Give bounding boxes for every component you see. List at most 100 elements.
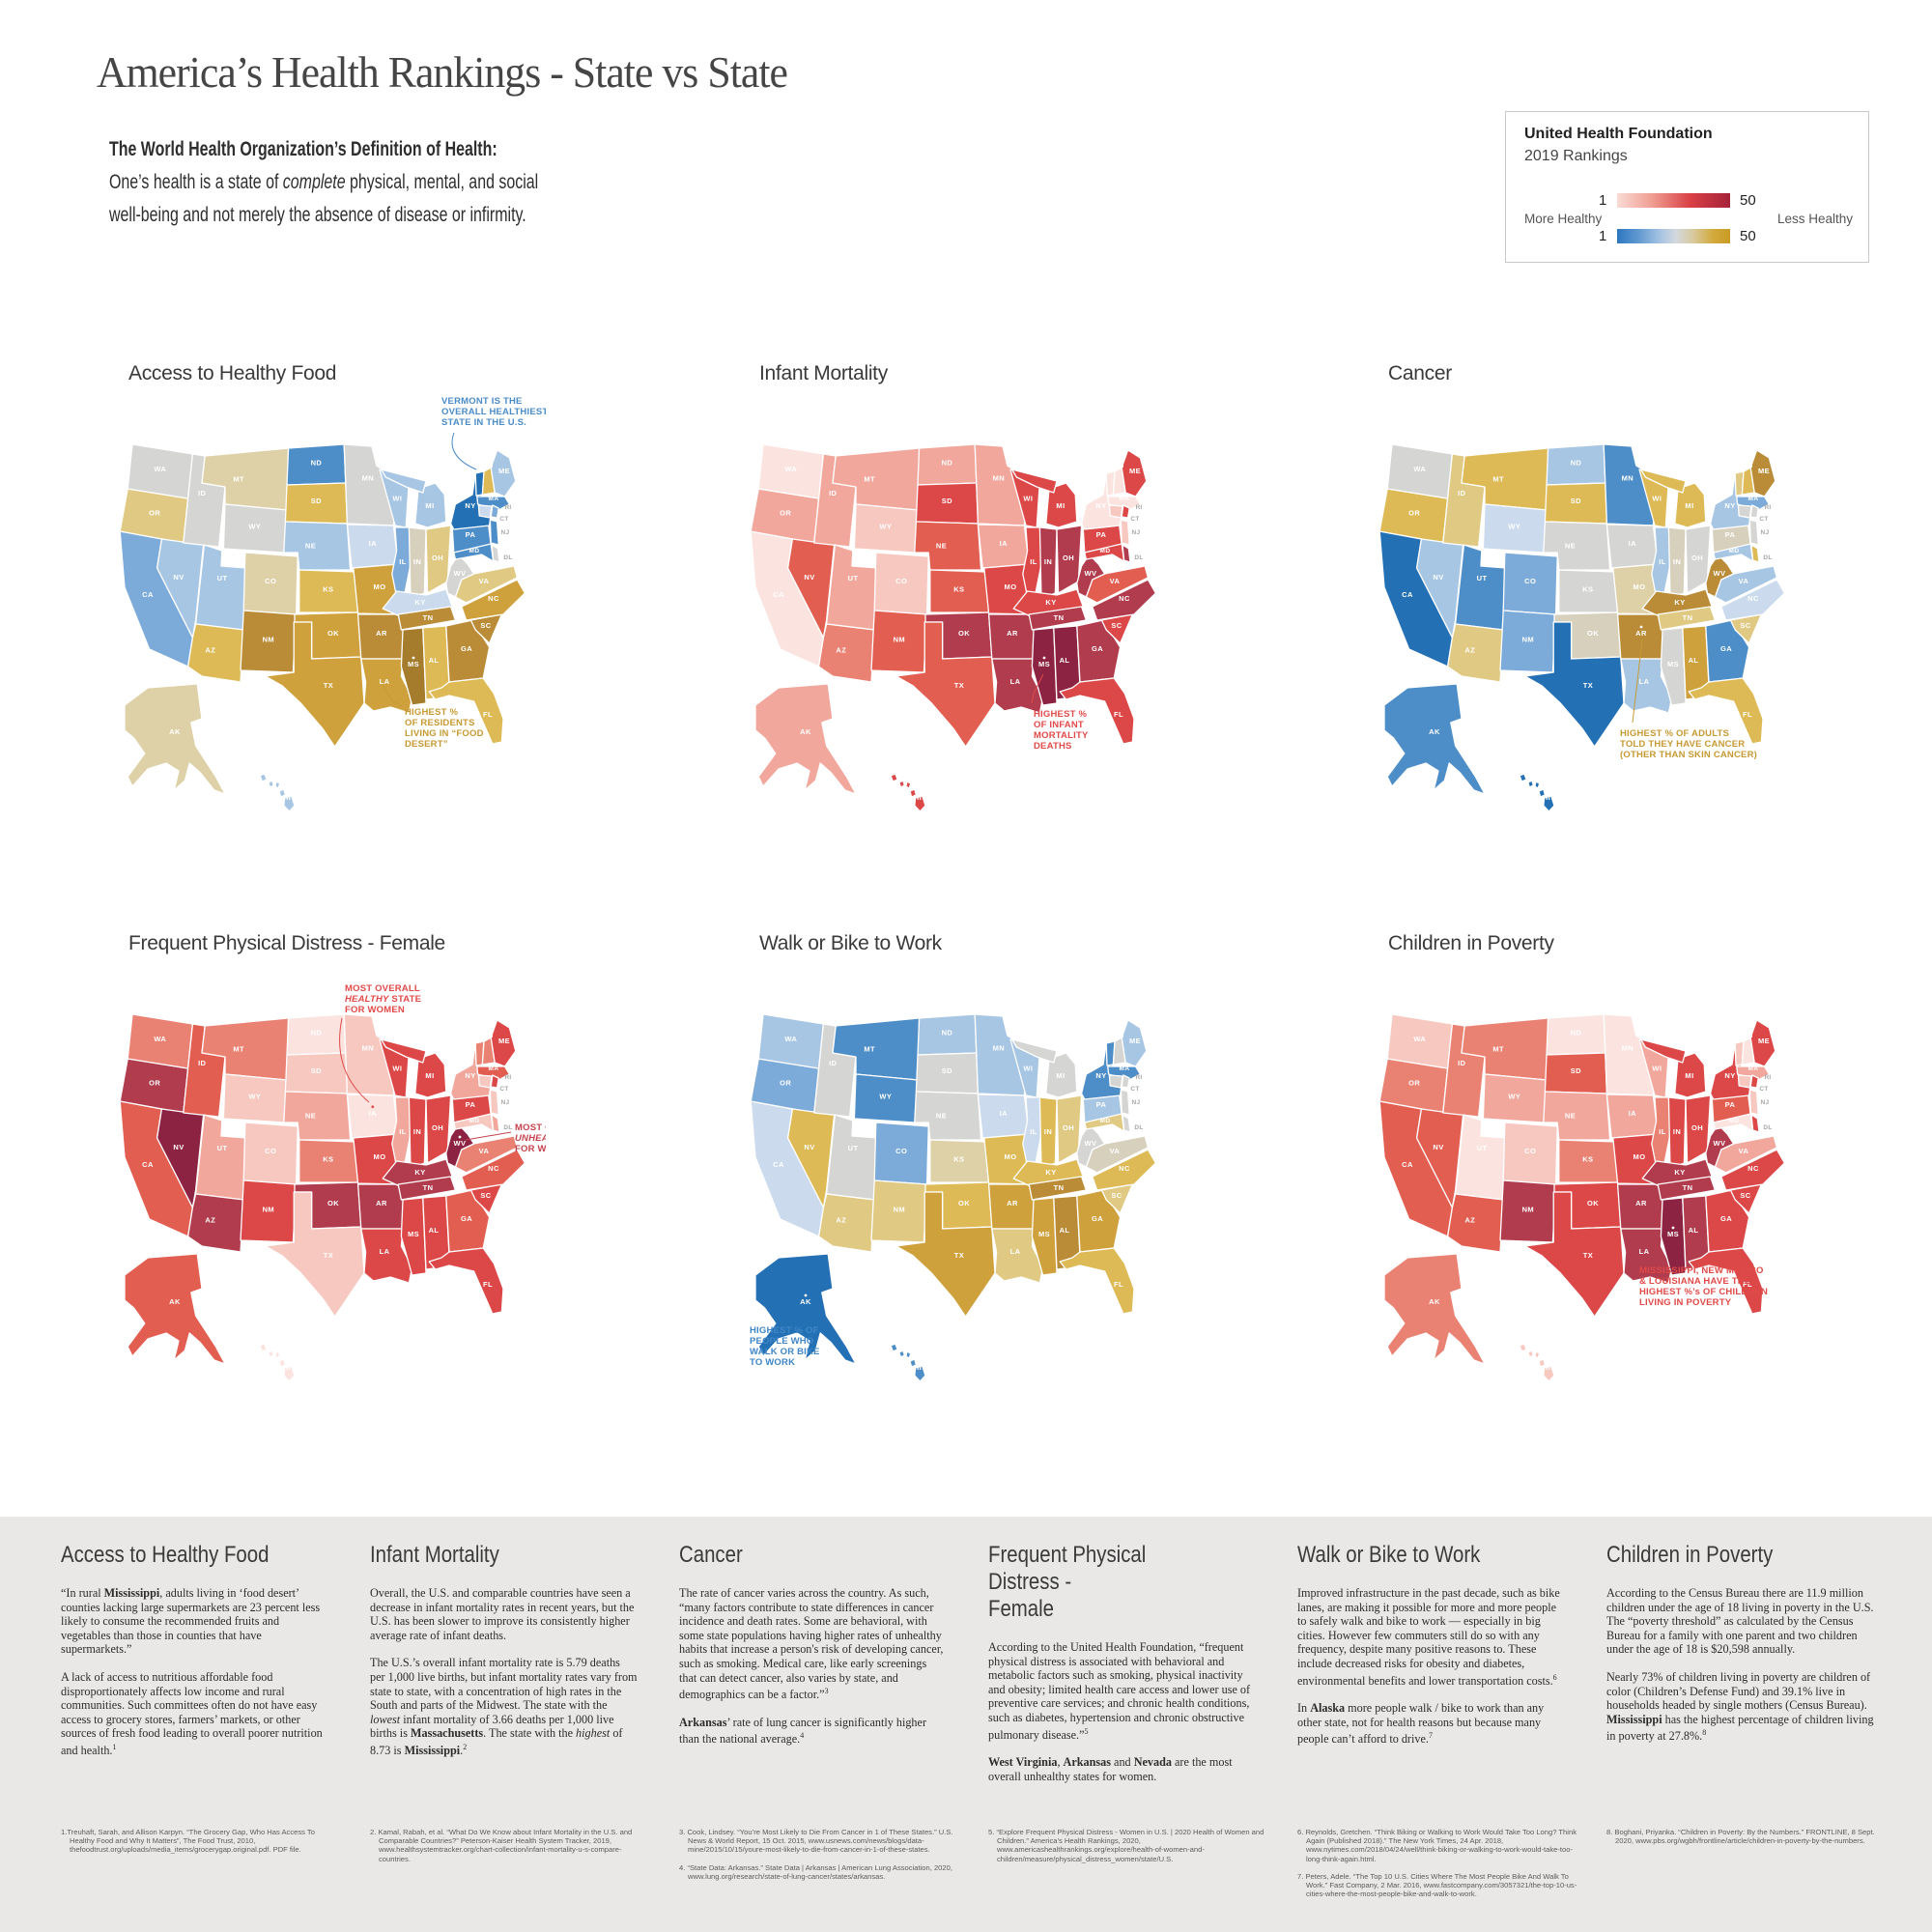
map-walk-or-bike-to-work: Walk or Bike to Work CA OR WA NV ID MT WY UT CO AZ… (732, 932, 1273, 1502)
state-label-OH: OH (432, 554, 443, 562)
state-label-OK: OK (958, 1199, 970, 1208)
state-ME (1749, 1019, 1776, 1067)
state-label-HI: HI (283, 1363, 291, 1372)
state-label-MS: MS (1038, 660, 1050, 668)
map-infant-mortality: Infant Mortality CA OR WA NV ID MT WY UT CO AZ NM ND… (732, 362, 1273, 932)
map-title-infant-mortality: Infant Mortality (759, 362, 888, 384)
state-label-KS: KS (953, 1155, 964, 1164)
state-label-MS: MS (1667, 660, 1679, 668)
state-label-VT: VT (476, 1037, 484, 1043)
state-WV (1705, 554, 1735, 598)
state-IN (408, 1096, 427, 1170)
state-HI (1538, 788, 1547, 798)
state-label-TN: TN (1054, 613, 1065, 622)
state-label-NM: NM (1522, 1206, 1534, 1214)
state-label-KS: KS (323, 585, 333, 594)
annotation-line: FOR WOMEN (515, 1144, 546, 1154)
state-label-NH: NH (1115, 464, 1123, 469)
state-label-DE: DL (503, 554, 512, 561)
state-CT (477, 1074, 493, 1089)
state-HI (278, 1358, 287, 1368)
column-footnotes: 8. Boghani, Priyanka. “Children in Pover… (1606, 1828, 1887, 1854)
column-paragraph: According to the United Health Foundatio… (988, 1640, 1251, 1742)
state-HI (283, 795, 296, 812)
state-label-ID: ID (829, 1059, 837, 1067)
annotation-line: OF RESIDENTS (405, 718, 475, 728)
state-label-IN: IN (1673, 557, 1681, 566)
annotation-line: DEATHS (1034, 741, 1072, 752)
state-label-WV: WV (454, 569, 467, 578)
state-MA (1736, 496, 1771, 511)
state-label-AR: AR (1635, 629, 1647, 638)
state-label-CA: CA (142, 1160, 154, 1169)
footnote: 3. Cook, Lindsey. “You’re Most Likely to… (679, 1828, 953, 1855)
footnote: 5. “Explore Frequent Physical Distress -… (988, 1828, 1264, 1863)
state-label-AK: AK (169, 727, 181, 736)
state-label-AL: AL (429, 1226, 440, 1235)
state-UT (825, 544, 879, 631)
state-RI (1121, 1074, 1130, 1089)
state-label-MA: MA (1120, 496, 1130, 502)
state-label-AK: AK (169, 1297, 181, 1306)
state-label-ND: ND (942, 459, 953, 468)
column-paragraph: “In rural Mississippi, adults living in … (61, 1586, 321, 1657)
state-MD (1713, 1113, 1754, 1132)
state-IN (1667, 526, 1687, 600)
state-NJ (1748, 1089, 1759, 1116)
state-TN (1657, 1176, 1717, 1201)
column-1: Access to Healthy Food “In rural Mississi… (61, 1542, 328, 1854)
column-heading: Frequent Physical Distress - Female (988, 1542, 1147, 1622)
state-HI (1543, 1365, 1555, 1382)
state-HI (274, 781, 281, 789)
state-label-WY: WY (248, 1093, 261, 1101)
state-label-CA: CA (142, 590, 154, 599)
state-label-MN: MN (1622, 474, 1634, 483)
annotation-line: UNHEALTHY STATE (515, 1133, 546, 1144)
state-HI (914, 1365, 926, 1382)
state-HI (890, 1343, 898, 1352)
state-label-NY: NY (1724, 501, 1735, 510)
state-label-MD: MD (1729, 548, 1740, 554)
legend-red-max: 50 (1740, 192, 1756, 209)
state-label-NE: NE (1565, 542, 1576, 551)
state-label-NJ: NJ (1761, 529, 1770, 536)
state-label-MT: MT (864, 1044, 875, 1053)
annotation-line: HIGHEST % (405, 707, 458, 718)
column-footnotes: 2. Kamal, Rabah, et al. “What Do We Know… (370, 1828, 650, 1872)
legend-title: United Health Foundation (1524, 126, 1713, 142)
state-label-IL: IL (1659, 1127, 1665, 1136)
state-label-MI: MI (1056, 1071, 1065, 1080)
state-label-NE: NE (936, 542, 947, 551)
state-label-NM: NM (263, 1206, 274, 1214)
annotation-line: MORTALITY (1034, 730, 1089, 741)
state-label-NE: NE (305, 1112, 316, 1121)
state-FL (1059, 1247, 1135, 1315)
state-ME (1121, 1019, 1148, 1067)
leader-line (1632, 639, 1643, 724)
state-label-VT: VT (1736, 1037, 1744, 1043)
state-label-MD: MD (1100, 548, 1111, 554)
state-TN (1028, 1176, 1088, 1201)
state-label-IA: IA (369, 539, 377, 548)
dot-MS (1042, 656, 1046, 660)
state-label-VT: VT (1107, 1037, 1115, 1043)
state-label-TX: TX (1583, 681, 1593, 690)
state-label-KY: KY (414, 598, 425, 607)
state-HI (905, 781, 912, 789)
state-label-AZ: AZ (1464, 646, 1475, 655)
state-label-WI: WI (1652, 495, 1662, 503)
state-HI (1519, 773, 1527, 782)
state-GA (1705, 619, 1750, 683)
state-label-MI: MI (1056, 501, 1065, 510)
map-svg-children-in-poverty: CA OR WA NV ID MT WY UT CO AZ NM ND SD NE KS OK TX MN IA MO… (1378, 1013, 1786, 1382)
state-label-OK: OK (958, 629, 970, 638)
state-label-RI: RI (1135, 504, 1142, 511)
state-label-WA: WA (784, 1035, 797, 1043)
state-label-VA: VA (479, 1147, 490, 1155)
state-MS (400, 1197, 427, 1276)
state-MD (453, 1113, 495, 1132)
state-label-ME: ME (1129, 467, 1141, 475)
state-label-WV: WV (1714, 569, 1726, 578)
annotation-line: HIGHEST %’s OF CHILDREN (1639, 1287, 1768, 1297)
state-label-KY: KY (1045, 1168, 1056, 1177)
